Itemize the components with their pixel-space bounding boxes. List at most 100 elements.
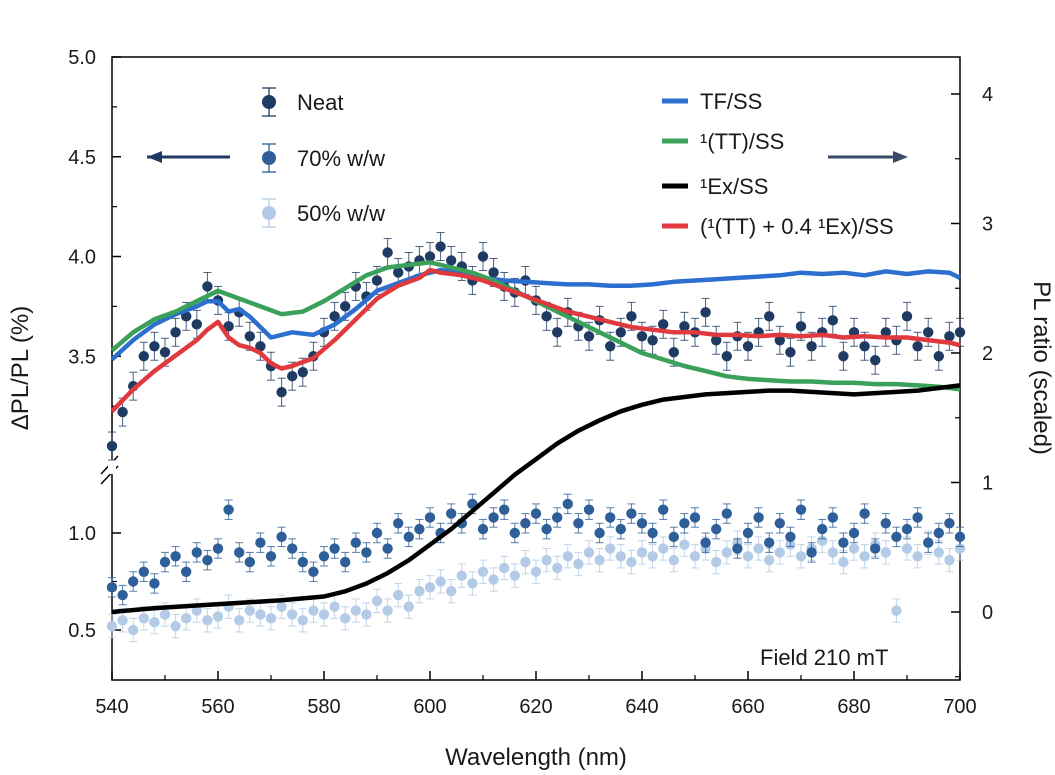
- series-1-markers: [106, 493, 966, 606]
- data-point: [117, 615, 128, 626]
- data-point: [308, 605, 319, 616]
- data-point: [827, 512, 838, 523]
- data-point: [361, 547, 372, 558]
- data-point: [742, 341, 754, 352]
- data-point: [520, 518, 531, 529]
- data-point: [477, 251, 489, 262]
- data-point: [170, 620, 181, 632]
- data-point: [149, 617, 160, 628]
- data-point: [414, 586, 425, 597]
- data-point: [817, 523, 828, 535]
- data-point: [297, 556, 308, 568]
- data-point: [795, 504, 807, 515]
- data-point: [944, 331, 955, 342]
- x-tick-label: 600: [413, 696, 446, 718]
- y-right-tick-label: 2: [982, 343, 993, 365]
- legend-label: 70% w/w: [297, 146, 385, 171]
- data-point: [636, 518, 648, 529]
- data-point: [615, 551, 626, 562]
- y-left-tick-label: 4.5: [68, 147, 96, 169]
- y-left-tick-label: 5.0: [68, 47, 96, 69]
- data-point: [520, 556, 531, 568]
- data-point: [859, 551, 870, 562]
- data-point: [477, 566, 489, 577]
- y-left-tick-label: 1.0: [68, 523, 96, 545]
- data-point: [721, 508, 732, 519]
- data-point: [446, 255, 457, 266]
- data-point: [403, 601, 414, 612]
- data-point: [742, 551, 754, 562]
- data-point: [446, 508, 457, 519]
- data-point: [838, 556, 849, 568]
- data-point: [954, 543, 966, 554]
- data-point: [446, 586, 457, 597]
- axis-ticks: 540 560 580 600 620 640 660 680 700 5.0 4.5 4.0 3.5 1…: [68, 47, 993, 718]
- data-point: [679, 321, 690, 332]
- data-point: [689, 551, 701, 562]
- series-0-markers: [106, 232, 966, 461]
- data-point: [212, 611, 224, 622]
- right-arrow-icon: [893, 151, 908, 163]
- data-point: [626, 311, 637, 322]
- data-point: [870, 355, 881, 366]
- data-point: [891, 605, 902, 616]
- data-point: [181, 311, 192, 322]
- data-point: [255, 341, 266, 352]
- data-point: [340, 613, 351, 624]
- data-point: [223, 504, 234, 515]
- data-point: [488, 267, 499, 278]
- data-point: [573, 558, 584, 570]
- y-axis-left-title: ΔPL/PL (%): [7, 306, 34, 431]
- data-point: [467, 578, 478, 589]
- data-point: [583, 331, 595, 342]
- data-point: [287, 371, 298, 382]
- series-layer: [106, 232, 966, 643]
- data-point: [753, 543, 764, 554]
- data-point: [477, 523, 489, 535]
- data-point: [838, 537, 849, 548]
- data-point: [509, 527, 520, 539]
- data-point: [774, 335, 785, 346]
- data-point: [234, 547, 245, 558]
- data-point: [403, 531, 414, 543]
- data-point: [530, 566, 542, 577]
- data-point: [329, 311, 340, 322]
- legend-label: ¹Ex/SS: [700, 174, 768, 199]
- data-point: [700, 537, 711, 548]
- data-point: [594, 554, 605, 566]
- data-point: [202, 554, 213, 566]
- data-point: [626, 508, 637, 519]
- data-point: [541, 523, 552, 535]
- data-point: [679, 518, 690, 529]
- data-point: [371, 275, 383, 286]
- data-point: [795, 551, 807, 562]
- data-point: [255, 537, 266, 548]
- data-point: [668, 531, 679, 543]
- legend-label: TF/SS: [700, 89, 762, 114]
- data-point: [541, 311, 552, 322]
- data-point: [382, 605, 393, 616]
- data-point: [128, 576, 139, 587]
- data-point: [244, 556, 255, 568]
- data-point: [530, 508, 542, 519]
- data-point: [329, 601, 340, 612]
- y-left-tick-label: 0.5: [68, 620, 96, 642]
- data-point: [647, 527, 658, 539]
- data-point: [944, 518, 955, 529]
- data-point: [605, 543, 616, 554]
- data-point: [700, 307, 711, 318]
- data-point: [923, 327, 934, 338]
- data-point: [223, 321, 234, 332]
- data-point: [933, 547, 944, 558]
- data-point: [191, 319, 202, 330]
- data-point: [255, 609, 266, 620]
- data-point: [276, 601, 287, 612]
- data-point: [170, 327, 181, 338]
- data-point: [159, 609, 171, 620]
- data-point: [265, 551, 277, 562]
- data-point: [393, 267, 404, 278]
- data-point: [382, 543, 393, 554]
- data-point: [149, 341, 160, 352]
- data-point: [361, 609, 372, 620]
